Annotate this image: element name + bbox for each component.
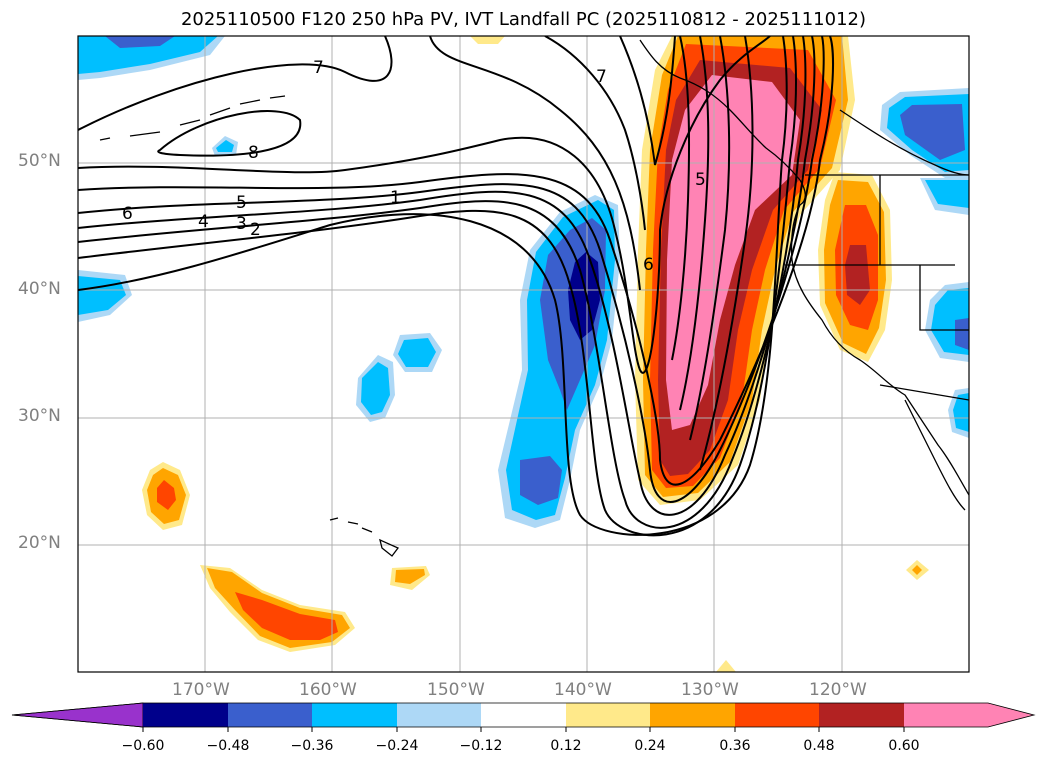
north-america-coast	[639, 39, 969, 496]
positive-anomaly-region	[912, 565, 922, 575]
lat-tick-label: 50°N	[18, 151, 61, 171]
canada-border	[839, 109, 969, 176]
contour-label: 5	[236, 193, 247, 213]
negative-anomaly-region	[78, 276, 126, 315]
contour-label: 6	[122, 204, 133, 224]
contour-label-group: 7 8 6 5 4 3 2 1 7 6 5	[122, 58, 706, 275]
contour-label: 1	[390, 188, 401, 208]
colorbar-extend-low	[11, 702, 144, 728]
lat-tick-label: 40°N	[18, 279, 61, 299]
chart-title: 2025110500 F120 250 hPa PV, IVT Landfall…	[180, 9, 867, 30]
shading-layer	[78, 36, 969, 672]
colorbar-tick-label: 0.24	[634, 738, 666, 754]
colorbar-extend-high	[904, 703, 1034, 727]
lon-tick-label: 160°W	[299, 680, 357, 700]
negative-anomaly-region	[520, 456, 562, 505]
pv-contours	[78, 36, 834, 537]
colorbar-tick-label: 0.48	[803, 738, 835, 754]
lat-tick-label: 20°N	[18, 533, 61, 553]
coastlines	[99, 39, 969, 557]
aleutian-islands	[99, 95, 286, 141]
colorbar-tick-label: −0.12	[459, 738, 503, 754]
gridlines	[78, 36, 969, 672]
positive-anomaly-region	[395, 569, 425, 584]
lat-tick-label: 30°N	[18, 406, 61, 426]
positive-anomaly-region	[470, 36, 505, 44]
negative-anomaly-region	[398, 338, 436, 367]
contour-label: 7	[313, 58, 324, 78]
colorbar-tick-label: −0.60	[121, 738, 165, 754]
colorbar-tick-label: −0.48	[206, 738, 250, 754]
contour-label: 4	[198, 212, 209, 232]
positive-anomaly-region	[716, 660, 736, 672]
lon-tick-label: 130°W	[681, 680, 739, 700]
negative-anomaly-region	[925, 180, 969, 208]
positive-anomaly-region	[235, 592, 338, 640]
negative-anomaly-region	[78, 36, 218, 74]
contour-label: 2	[250, 220, 261, 240]
lon-tick-label: 170°W	[172, 680, 230, 700]
negative-anomaly-region	[953, 393, 969, 432]
colorbar-tick-label: −0.24	[375, 738, 419, 754]
lon-tick-label: 150°W	[427, 680, 485, 700]
contour-label: 5	[695, 170, 706, 190]
negative-anomaly-region	[361, 362, 390, 415]
contour-label: 3	[236, 214, 247, 234]
positive-anomaly-region	[157, 480, 176, 510]
colorbar-tick-label: 0.36	[719, 738, 751, 754]
contour-label: 6	[643, 255, 654, 275]
baja-coast	[904, 399, 966, 511]
lon-tick-label: 140°W	[554, 680, 612, 700]
positive-anomaly-region	[666, 75, 800, 430]
state-border	[919, 265, 969, 331]
colorbar	[11, 702, 1036, 732]
contour-label: 7	[596, 67, 607, 87]
hawaii-islands	[329, 517, 400, 557]
negative-anomaly-region	[955, 318, 969, 350]
negative-anomaly-region	[216, 140, 234, 152]
lon-tick-label: 120°W	[809, 680, 867, 700]
negative-anomaly-region	[105, 36, 175, 48]
colorbar-tick-label: 0.60	[888, 738, 920, 754]
colorbar-tick-label: 0.12	[550, 738, 582, 754]
map-frame	[77, 35, 970, 673]
negative-anomaly-region	[900, 104, 965, 160]
contour-label: 8	[248, 143, 259, 163]
colorbar-tick-label: −0.36	[290, 738, 334, 754]
state-border	[879, 384, 969, 401]
